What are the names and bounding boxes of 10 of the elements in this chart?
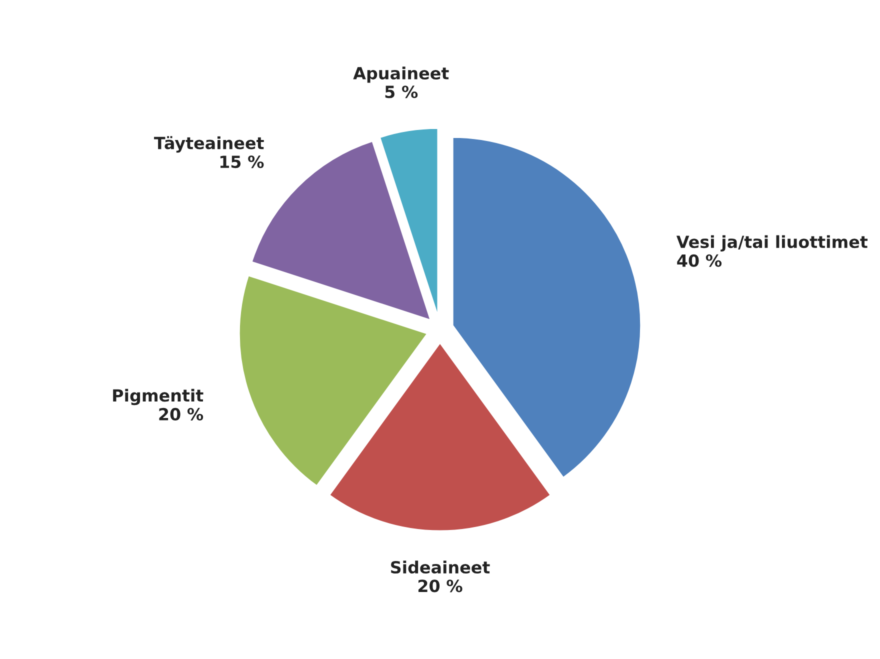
data-label: 20 %	[159, 408, 204, 421]
data-label: 20 %	[418, 580, 462, 592]
slice-label: Vesi ja/tai liuottimet	[676, 235, 868, 252]
slice-label: Sideaineet	[391, 560, 490, 574]
slice-label: Apuaineet	[353, 66, 449, 83]
slice-label: Pigmentit	[113, 388, 204, 406]
slice-label: Täyteaineet	[154, 136, 264, 153]
data-label: 15 %	[220, 155, 264, 168]
data-label: 5 %	[385, 86, 418, 98]
data-label: 40 %	[677, 254, 722, 267]
